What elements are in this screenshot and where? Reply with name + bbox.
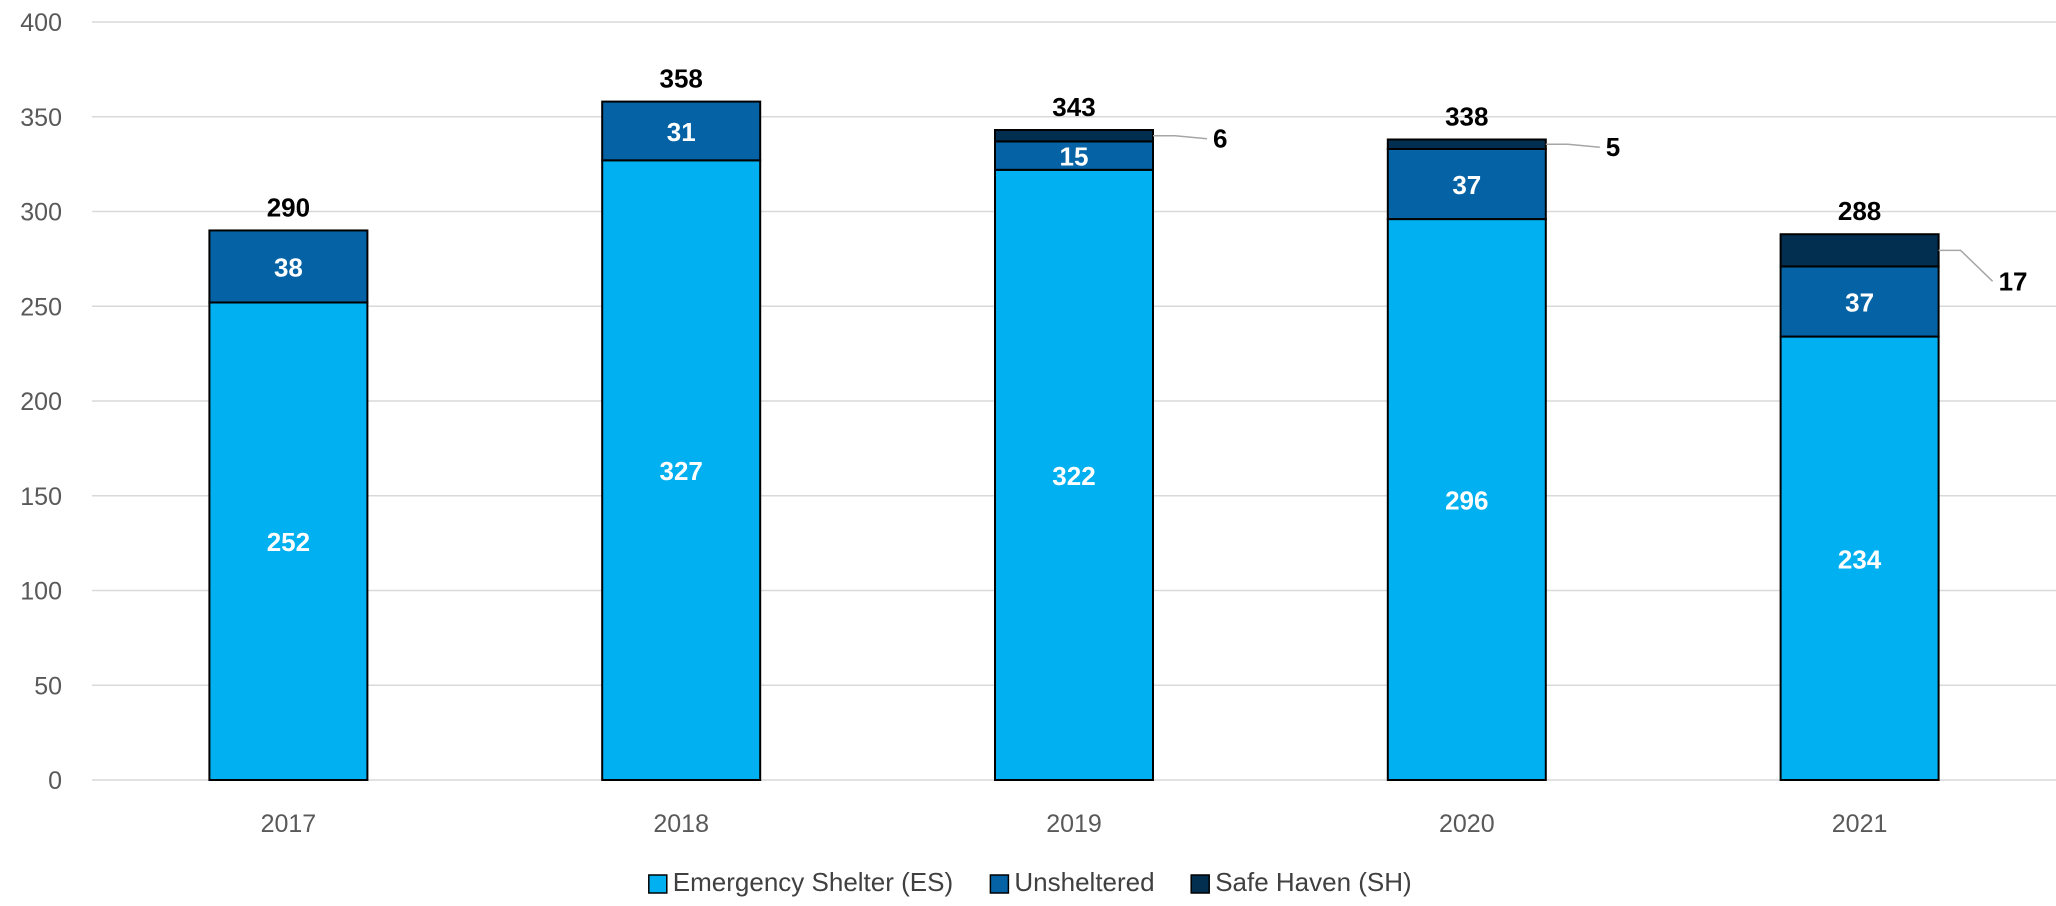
bar-segment	[1386, 138, 1547, 150]
y-tick-label: 50	[34, 672, 62, 700]
data-label: 38	[274, 252, 303, 282]
data-label: 15	[1060, 142, 1089, 172]
y-tick-label: 350	[20, 104, 62, 132]
data-label: 234	[1838, 544, 1882, 574]
legend-swatch	[989, 874, 1010, 894]
total-label: 290	[267, 192, 310, 222]
bar-segment	[208, 229, 369, 304]
bar-segment	[1779, 335, 1940, 781]
total-label: 358	[660, 64, 703, 94]
legend-entry: Emergency Shelter (ES)	[648, 867, 953, 897]
bar-segment	[1386, 147, 1547, 221]
x-tick-label: 2021	[1832, 810, 1888, 838]
y-tick-label: 100	[20, 578, 62, 606]
y-tick-label: 300	[20, 199, 62, 227]
x-tick-label: 2019	[1046, 810, 1102, 838]
legend-label: Unsheltered	[1014, 867, 1154, 897]
bars	[208, 100, 1940, 781]
data-label: 5	[1606, 132, 1620, 162]
callout-leader-line	[1938, 249, 1994, 282]
bar-segment	[994, 129, 1154, 143]
total-label: 288	[1838, 196, 1881, 226]
bar-segment	[1779, 233, 1940, 268]
data-label: 31	[667, 117, 696, 147]
y-tick-label: 400	[20, 9, 62, 37]
data-label: 322	[1052, 461, 1095, 491]
callout-leader-line	[1153, 134, 1208, 140]
data-label: 327	[660, 456, 703, 486]
legend-swatch	[1190, 874, 1210, 894]
data-label: 6	[1213, 124, 1227, 154]
y-tick-label: 0	[48, 767, 62, 795]
bar-segment	[601, 100, 762, 162]
y-tick-label: 200	[20, 388, 62, 416]
y-tick-label: 150	[20, 483, 62, 511]
callout-leader-line	[1545, 143, 1600, 148]
total-label: 343	[1052, 92, 1095, 122]
bar-segment	[208, 301, 369, 781]
data-labels: 252 38 290 327 31 358 322 15 6 343 296 37 5 338 234 37 1…	[267, 64, 2028, 575]
bar-segment	[994, 168, 1154, 781]
data-label: 17	[1999, 266, 2028, 296]
legend: Emergency Shelter (ES) Unsheltered Safe Ha…	[648, 867, 1412, 897]
legend-entry: Unsheltered	[989, 867, 1155, 897]
x-tick-label: 2017	[261, 810, 317, 838]
x-axis-ticks: 2017 2018 2019 2020 2021	[261, 810, 1888, 838]
x-tick-label: 2018	[653, 810, 709, 838]
y-axis-ticks: 0 50 100 150 200 250 300 350 400	[20, 9, 62, 795]
legend-swatch	[648, 874, 668, 894]
data-label: 296	[1445, 486, 1488, 516]
legend-label: Safe Haven (SH)	[1215, 867, 1412, 897]
data-label: 37	[1845, 288, 1874, 318]
x-tick-label: 2020	[1439, 810, 1495, 838]
total-label: 338	[1445, 101, 1488, 131]
legend-label: Emergency Shelter (ES)	[673, 867, 953, 897]
bar-segment	[1779, 265, 1940, 338]
legend-entry: Safe Haven (SH)	[1190, 867, 1412, 897]
bar-segment	[994, 140, 1154, 171]
data-label: 252	[267, 527, 310, 557]
bar-segment	[601, 159, 762, 781]
data-label: 37	[1452, 170, 1481, 200]
y-tick-label: 250	[20, 293, 62, 321]
